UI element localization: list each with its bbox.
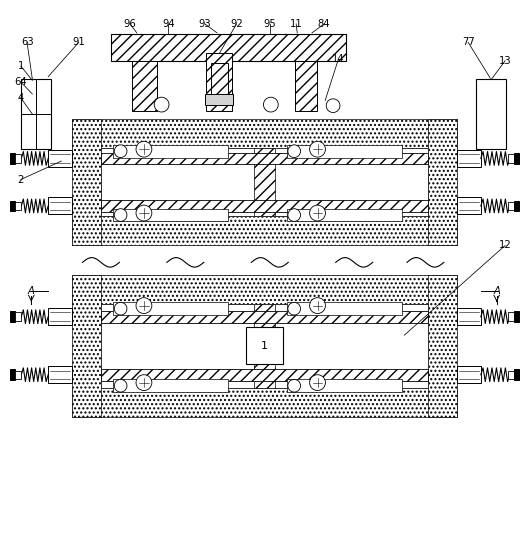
Text: 95: 95 (263, 19, 276, 29)
Bar (246, 327, 283, 364)
Bar (287, 302, 402, 315)
Bar (457, 309, 481, 325)
Text: 91: 91 (72, 37, 85, 47)
Text: A: A (493, 287, 500, 296)
Bar (10, 200, 15, 211)
Bar (514, 200, 519, 211)
Bar (21, 79, 51, 149)
Text: 13: 13 (499, 56, 512, 66)
Circle shape (114, 209, 127, 221)
Text: 94: 94 (162, 19, 175, 29)
Bar (72, 216, 457, 245)
Bar (211, 64, 227, 95)
Bar (72, 119, 101, 245)
Circle shape (136, 298, 152, 313)
Bar (48, 366, 72, 383)
Bar (72, 274, 457, 304)
Bar (514, 369, 519, 380)
Bar (508, 312, 514, 321)
Bar (287, 145, 402, 158)
Circle shape (136, 375, 152, 390)
Bar (254, 148, 275, 216)
Bar (508, 201, 514, 210)
Circle shape (114, 379, 127, 392)
Circle shape (136, 205, 152, 221)
Bar (113, 145, 229, 158)
Bar (113, 379, 229, 392)
Bar (101, 311, 428, 322)
Circle shape (326, 99, 340, 113)
Text: 2: 2 (17, 175, 24, 184)
Bar (457, 150, 481, 167)
Bar (48, 309, 72, 325)
Bar (457, 366, 481, 383)
Circle shape (288, 302, 300, 315)
Bar (254, 304, 275, 388)
Bar (72, 274, 101, 417)
Bar (15, 312, 21, 321)
Circle shape (136, 141, 152, 157)
Bar (10, 369, 15, 380)
Bar (72, 119, 457, 148)
Text: 92: 92 (230, 19, 243, 29)
Bar (72, 388, 457, 417)
Text: 4: 4 (17, 93, 24, 103)
Bar (15, 154, 21, 163)
Bar (113, 209, 229, 221)
Text: 1: 1 (17, 61, 24, 71)
Circle shape (288, 209, 300, 221)
Bar (101, 304, 428, 388)
Circle shape (114, 302, 127, 315)
Text: 14: 14 (332, 54, 345, 64)
Text: 77: 77 (462, 37, 475, 47)
Text: 63: 63 (21, 37, 33, 47)
Text: 1: 1 (261, 341, 268, 351)
Circle shape (114, 145, 127, 158)
Circle shape (309, 205, 325, 221)
Circle shape (309, 141, 325, 157)
Text: 11: 11 (290, 19, 303, 29)
Text: 64: 64 (14, 77, 27, 87)
Circle shape (309, 298, 325, 313)
Text: A: A (28, 287, 35, 296)
Bar (508, 371, 514, 379)
Bar (101, 153, 428, 164)
Bar (514, 153, 519, 164)
Bar (508, 154, 514, 163)
Text: 93: 93 (198, 19, 211, 29)
Bar (101, 200, 428, 212)
Bar (428, 119, 457, 245)
Bar (457, 198, 481, 214)
Bar (287, 379, 402, 392)
Bar (15, 201, 21, 210)
Bar (101, 369, 428, 380)
Text: 84: 84 (318, 19, 331, 29)
Bar (206, 53, 232, 111)
Bar (428, 274, 457, 417)
Bar (132, 61, 157, 111)
Bar (476, 79, 506, 149)
Circle shape (309, 375, 325, 390)
Bar (48, 198, 72, 214)
Bar (295, 61, 317, 111)
Text: 12: 12 (499, 240, 512, 250)
Bar (514, 311, 519, 322)
Bar (287, 209, 402, 221)
Text: 96: 96 (124, 19, 136, 29)
Circle shape (288, 379, 300, 392)
Bar (48, 150, 72, 167)
Bar (205, 94, 233, 105)
Circle shape (288, 145, 300, 158)
Bar (101, 148, 428, 216)
Bar (15, 371, 21, 379)
Bar (10, 311, 15, 322)
Circle shape (154, 97, 169, 112)
Bar (113, 302, 229, 315)
Circle shape (263, 97, 278, 112)
Bar (10, 153, 15, 164)
Bar (112, 35, 346, 61)
